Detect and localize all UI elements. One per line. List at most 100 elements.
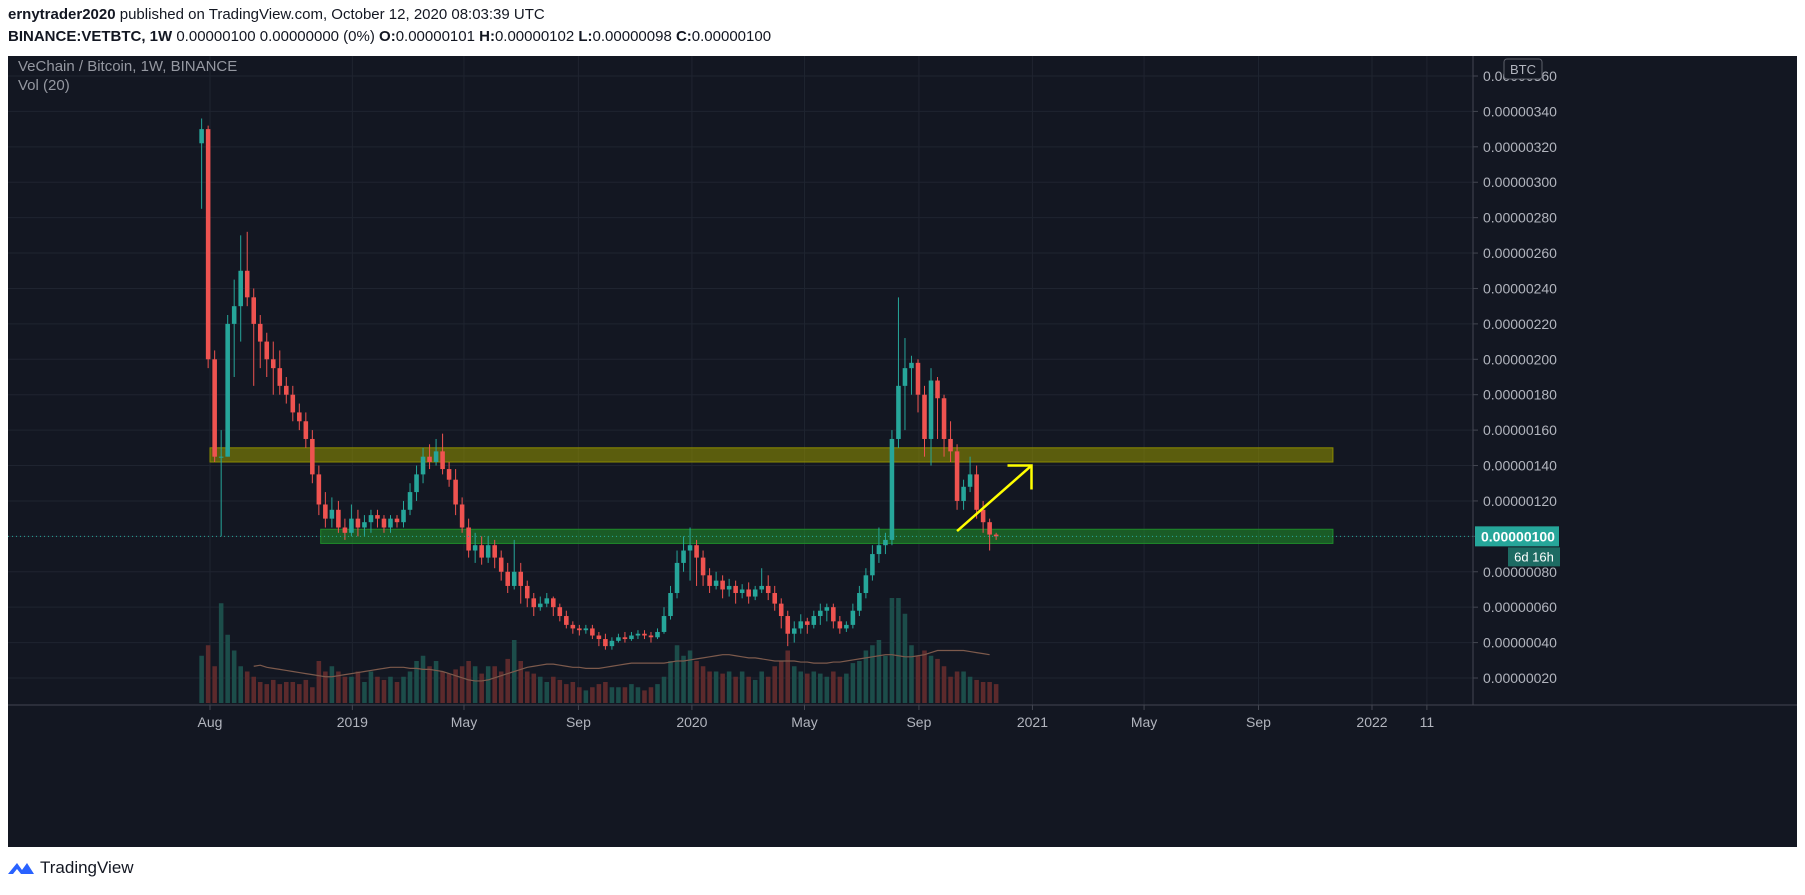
- candle-body: [368, 515, 374, 523]
- chart-panel[interactable]: 0.00000020 0.00000040 0.00000060 0.00000080…: [8, 56, 1797, 847]
- candle-body: [857, 593, 862, 611]
- time-tick-label: Sep: [906, 714, 931, 730]
- candle-body: [993, 534, 999, 537]
- volume-bar: [355, 671, 361, 703]
- candle-body: [707, 575, 712, 586]
- candle-body: [414, 474, 419, 493]
- candle-body: [407, 492, 413, 510]
- publish-line: ernytrader2020 published on TradingView.…: [8, 6, 545, 23]
- volume-bar: [336, 671, 341, 703]
- volume-bar: [414, 661, 419, 703]
- volume-bar: [739, 671, 745, 703]
- volume-bar: [407, 671, 413, 703]
- candle-body: [264, 341, 270, 360]
- time-tick-label: 2021: [1017, 714, 1048, 730]
- candle-body: [733, 585, 738, 594]
- volume-bar: [264, 684, 270, 703]
- candle-body: [726, 585, 732, 590]
- volume-bar: [694, 661, 699, 703]
- candle-body: [355, 518, 361, 528]
- candle-body: [739, 589, 745, 594]
- price-tick-label: 0.00000040: [1483, 635, 1557, 651]
- price-tick-label: 0.00000320: [1483, 139, 1557, 155]
- price-tick-label: 0.00000260: [1483, 245, 1557, 261]
- volume-bar: [818, 673, 823, 703]
- candle-body: [837, 621, 843, 629]
- candle-body: [401, 509, 406, 523]
- volume-indicator-label[interactable]: Vol (20): [18, 77, 70, 94]
- low-label: L:: [578, 28, 593, 45]
- volume-bar: [596, 684, 602, 703]
- candle-body: [674, 562, 680, 594]
- candle-body: [805, 621, 810, 625]
- price-tick-label: 0.00000060: [1483, 599, 1557, 615]
- candle-body: [896, 385, 901, 439]
- candle-body: [505, 571, 510, 586]
- candle-body: [785, 616, 791, 634]
- author-name[interactable]: ernytrader2020: [8, 6, 116, 23]
- tradingview-logo-icon: [8, 863, 34, 874]
- volume-bar: [479, 673, 484, 703]
- volume-bar: [537, 676, 543, 703]
- candle-body: [329, 509, 335, 519]
- candle-body: [811, 616, 817, 625]
- volume-bar: [863, 650, 869, 703]
- volume-bar: [778, 661, 784, 703]
- candle-body: [694, 545, 699, 558]
- volume-bar: [466, 661, 471, 703]
- candle-body: [700, 557, 706, 576]
- volume-bar: [648, 687, 654, 703]
- candle-body: [752, 589, 758, 597]
- volume-bar: [661, 676, 667, 703]
- brand-name: TradingView: [40, 858, 134, 877]
- volume-bar: [759, 671, 764, 703]
- volume-bar: [427, 666, 432, 703]
- candle-body: [570, 624, 576, 629]
- candle-body: [616, 637, 621, 641]
- volume-bar: [433, 661, 439, 703]
- volume-bar: [993, 684, 999, 703]
- volume-bar: [798, 671, 804, 703]
- tradingview-footer[interactable]: TradingView: [8, 858, 134, 878]
- candle-body: [205, 129, 211, 360]
- volume-bar: [459, 666, 465, 703]
- candle-body: [290, 394, 296, 413]
- candle-body: [746, 589, 751, 597]
- volume-bar: [635, 687, 641, 703]
- candle-body: [824, 607, 830, 611]
- price-tick-label: 0.00000200: [1483, 351, 1557, 367]
- candle-body: [199, 129, 204, 144]
- candle-body: [863, 575, 869, 594]
- candle-body: [297, 412, 302, 422]
- price-chart[interactable]: 0.00000020 0.00000040 0.00000060 0.00000080…: [8, 56, 1797, 847]
- candle-body: [850, 610, 856, 625]
- volume-bar: [655, 684, 660, 703]
- candle-body: [531, 598, 537, 608]
- target-arrow: [956, 464, 1033, 532]
- candle-body: [961, 486, 966, 501]
- volume-bar: [785, 650, 791, 703]
- volume-bar: [987, 682, 992, 703]
- volume-bar: [935, 658, 940, 703]
- candle-body: [316, 474, 322, 505]
- time-tick-label: Sep: [566, 714, 591, 730]
- candle-body: [394, 518, 400, 523]
- countdown-label: 6d 16h: [1514, 549, 1554, 564]
- volume-bar: [231, 650, 237, 703]
- candle-body: [472, 545, 478, 551]
- candle-body: [362, 522, 367, 528]
- volume-bar: [453, 669, 458, 703]
- candle-body: [876, 545, 882, 555]
- volume-bar: [524, 671, 530, 703]
- candle-body: [681, 550, 686, 563]
- publish-text: published on TradingView.com, October 12…: [119, 6, 545, 23]
- volume-bar: [218, 603, 224, 703]
- change-value: 0.00000100 0.00000000 (0%): [176, 28, 375, 45]
- volume-bar: [518, 661, 524, 703]
- volume-bar: [928, 655, 934, 703]
- price-tick-label: 0.00000300: [1483, 174, 1557, 190]
- target-arrow-head: [1007, 464, 1033, 490]
- volume-bar: [544, 682, 550, 703]
- candle-body: [524, 585, 530, 599]
- price-tick-label: 0.00000280: [1483, 210, 1557, 226]
